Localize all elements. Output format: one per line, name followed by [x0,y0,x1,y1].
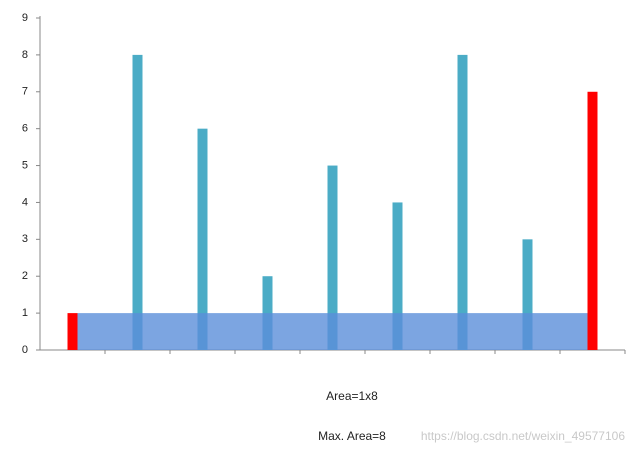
area-highlight [77,313,588,350]
bar [197,128,208,350]
y-tick-label: 0 [22,344,28,356]
y-tick-label: 3 [22,233,28,245]
annotation: Max. Area=8 [318,429,386,443]
bar [327,165,338,350]
y-tick-label: 4 [22,196,28,208]
bar [392,202,403,350]
y-tick-label: 9 [22,12,28,24]
y-tick-label: 7 [22,86,28,98]
bar [522,239,533,350]
bar [67,313,78,350]
y-tick-label: 5 [22,159,28,171]
watermark: https://blog.csdn.net/weixin_49577106 [421,429,625,443]
y-tick-label: 8 [22,49,28,61]
bar [457,54,468,351]
bar [587,91,598,351]
y-tick-label: 1 [22,307,28,319]
bar [132,54,143,351]
annotation: Area=1x8 [326,389,378,403]
y-tick-label: 6 [22,123,28,135]
y-tick-label: 2 [22,270,28,282]
